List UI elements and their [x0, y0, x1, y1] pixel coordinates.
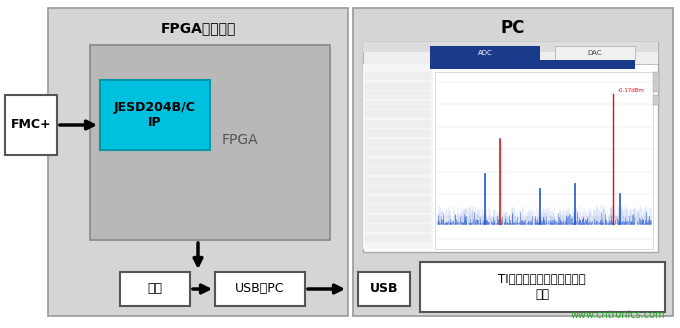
Bar — [420, 262, 665, 312]
Bar — [365, 205, 431, 213]
Text: FPGA支持工具: FPGA支持工具 — [160, 21, 236, 35]
Bar — [358, 272, 410, 306]
Bar — [5, 95, 57, 155]
Bar — [365, 186, 431, 194]
Bar — [430, 60, 635, 69]
Text: DAC: DAC — [588, 50, 602, 56]
Text: 内存: 内存 — [148, 282, 163, 296]
Bar — [215, 272, 305, 306]
Bar — [365, 91, 431, 99]
Bar — [365, 234, 431, 241]
Bar — [653, 95, 659, 105]
Bar — [48, 8, 348, 316]
Bar — [365, 129, 431, 137]
Text: ADC: ADC — [477, 50, 492, 56]
Text: USB: USB — [370, 282, 398, 296]
Bar — [365, 224, 431, 232]
Bar — [363, 42, 658, 64]
Bar — [365, 72, 431, 80]
Bar — [430, 46, 540, 60]
Bar — [365, 148, 431, 156]
Bar — [353, 8, 673, 316]
Bar — [435, 72, 653, 249]
Bar — [365, 138, 431, 147]
Bar — [120, 272, 190, 306]
Text: TI的高速数据转换器专业版
软件: TI的高速数据转换器专业版 软件 — [498, 273, 585, 301]
Text: USB至PC: USB至PC — [235, 282, 285, 296]
Bar — [555, 46, 635, 60]
Bar — [363, 42, 658, 252]
Bar — [365, 110, 431, 118]
Bar — [365, 157, 431, 166]
Bar — [365, 119, 431, 128]
Bar — [365, 81, 431, 90]
Bar — [365, 167, 431, 175]
Text: www.cntronics.com: www.cntronics.com — [571, 310, 665, 320]
Bar — [363, 64, 433, 249]
Bar — [100, 80, 210, 150]
Bar — [363, 42, 658, 52]
Text: -0.17dBm: -0.17dBm — [617, 89, 645, 93]
Bar — [90, 45, 330, 240]
Text: JESD204B/C
IP: JESD204B/C IP — [114, 101, 196, 129]
Bar — [365, 195, 431, 203]
Bar — [365, 176, 431, 184]
Text: PC: PC — [500, 19, 525, 37]
Bar — [365, 100, 431, 109]
Bar — [365, 215, 431, 222]
Text: FMC+: FMC+ — [11, 118, 51, 132]
Bar — [653, 72, 659, 92]
Text: FPGA: FPGA — [222, 133, 258, 147]
